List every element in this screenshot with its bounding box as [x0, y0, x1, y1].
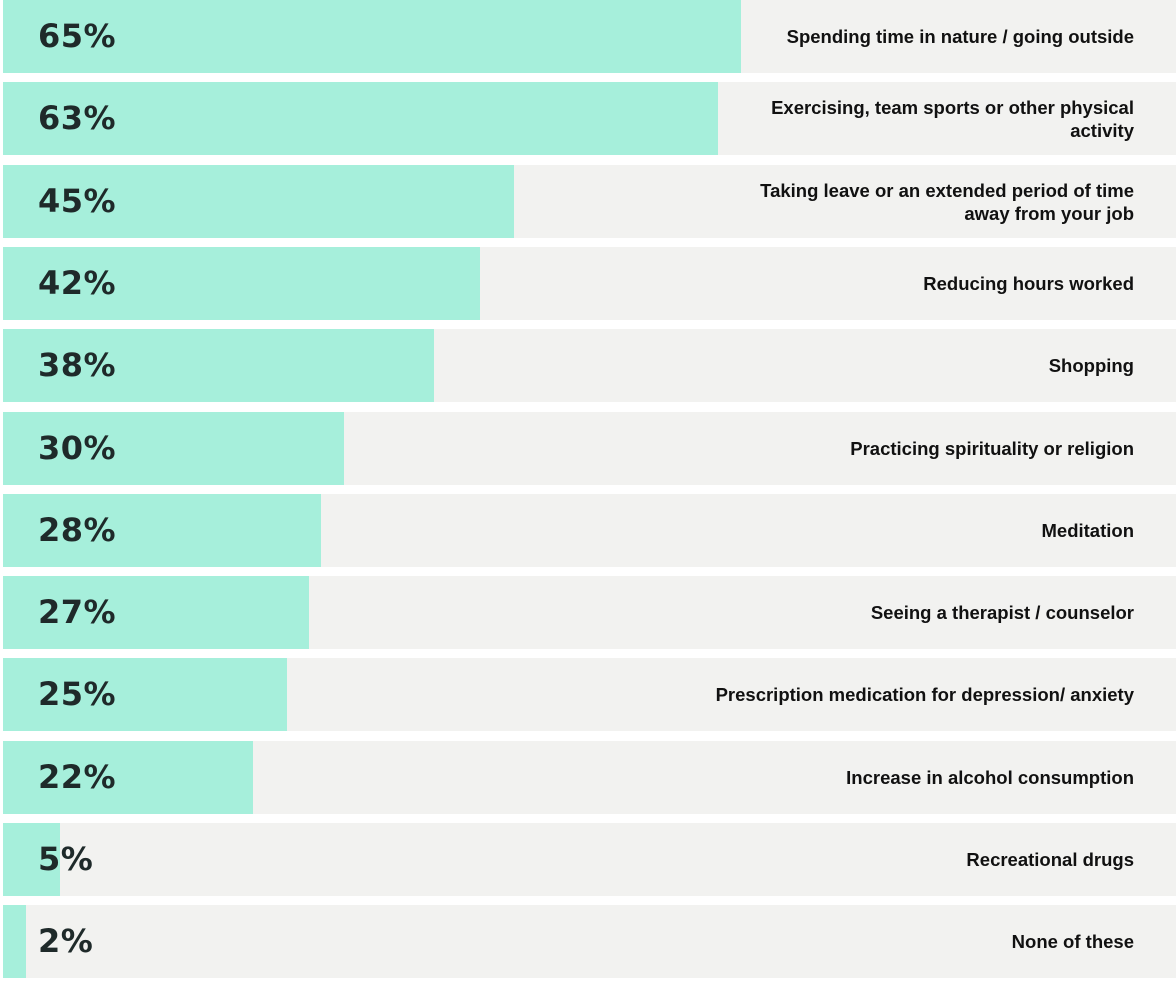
- bar: [3, 576, 310, 649]
- bar: [3, 0, 741, 73]
- bar-row: 42% Reducing hours worked: [3, 247, 1176, 320]
- bar-category-label: Meditation: [1041, 520, 1135, 541]
- bar: [3, 165, 514, 238]
- bar-category-label: Reducing hours worked: [923, 273, 1134, 294]
- bar-row: 45% Taking leave or an extended period of…: [3, 165, 1176, 238]
- bar-value-label: 22%: [38, 758, 117, 796]
- bar: [3, 247, 480, 320]
- bar-category-label: Shopping: [1048, 355, 1134, 376]
- bar-value-label: 5%: [38, 840, 94, 878]
- bar-category-label: Taking leave or an extended period of ti…: [760, 179, 1134, 224]
- bar-value-label: 27%: [38, 593, 117, 631]
- bar-value-label: 42%: [38, 264, 117, 302]
- bar-value-label: 25%: [38, 675, 117, 713]
- bar-category-label: Spending time in nature / going outside: [786, 26, 1134, 47]
- bar-value-label: 30%: [38, 429, 117, 467]
- bar-row: 25% Prescription medication for depressio…: [3, 658, 1176, 731]
- bar-row: 63% Exercising, team sports or other phys…: [3, 82, 1176, 155]
- bar: [3, 329, 435, 402]
- bar-row: 30% Practicing spirituality or religion: [3, 412, 1176, 485]
- bar-value-label: 45%: [38, 182, 117, 220]
- bar-category-label: Seeing a therapist / counselor: [870, 602, 1134, 623]
- bar-value-label: 63%: [38, 99, 117, 137]
- bar-category-label: Recreational drugs: [966, 849, 1134, 870]
- bar-row: 22% Increase in alcohol consumption: [3, 741, 1176, 814]
- bar-category-label: None of these: [1011, 931, 1134, 952]
- bar-category-label: Increase in alcohol consumption: [846, 767, 1134, 788]
- bar-value-label: 2%: [38, 922, 94, 960]
- bar: [3, 82, 719, 155]
- bar-value-label: 65%: [38, 17, 117, 55]
- bar-category-label: Practicing spirituality or religion: [850, 438, 1134, 459]
- bar-row: 65% Spending time in nature / going outsi…: [3, 0, 1176, 73]
- bar: [3, 823, 60, 896]
- bar-row: 27% Seeing a therapist / counselor: [3, 576, 1176, 649]
- bar-category-label: Exercising, team sports or other physica…: [771, 96, 1134, 141]
- bar: [3, 741, 253, 814]
- bar-value-label: 28%: [38, 511, 117, 549]
- bar-category-label: Prescription medication for depression/ …: [715, 684, 1134, 705]
- bar: [3, 905, 26, 978]
- bar: [3, 494, 321, 567]
- bar-row: 5% Recreational drugs: [3, 823, 1176, 896]
- bar-value-label: 38%: [38, 346, 117, 384]
- bar: [3, 658, 287, 731]
- bar-row: 38% Shopping: [3, 329, 1176, 402]
- bar-row: 28% Meditation: [3, 494, 1176, 567]
- bar-row: 2% None of these: [3, 905, 1176, 978]
- bar: [3, 412, 344, 485]
